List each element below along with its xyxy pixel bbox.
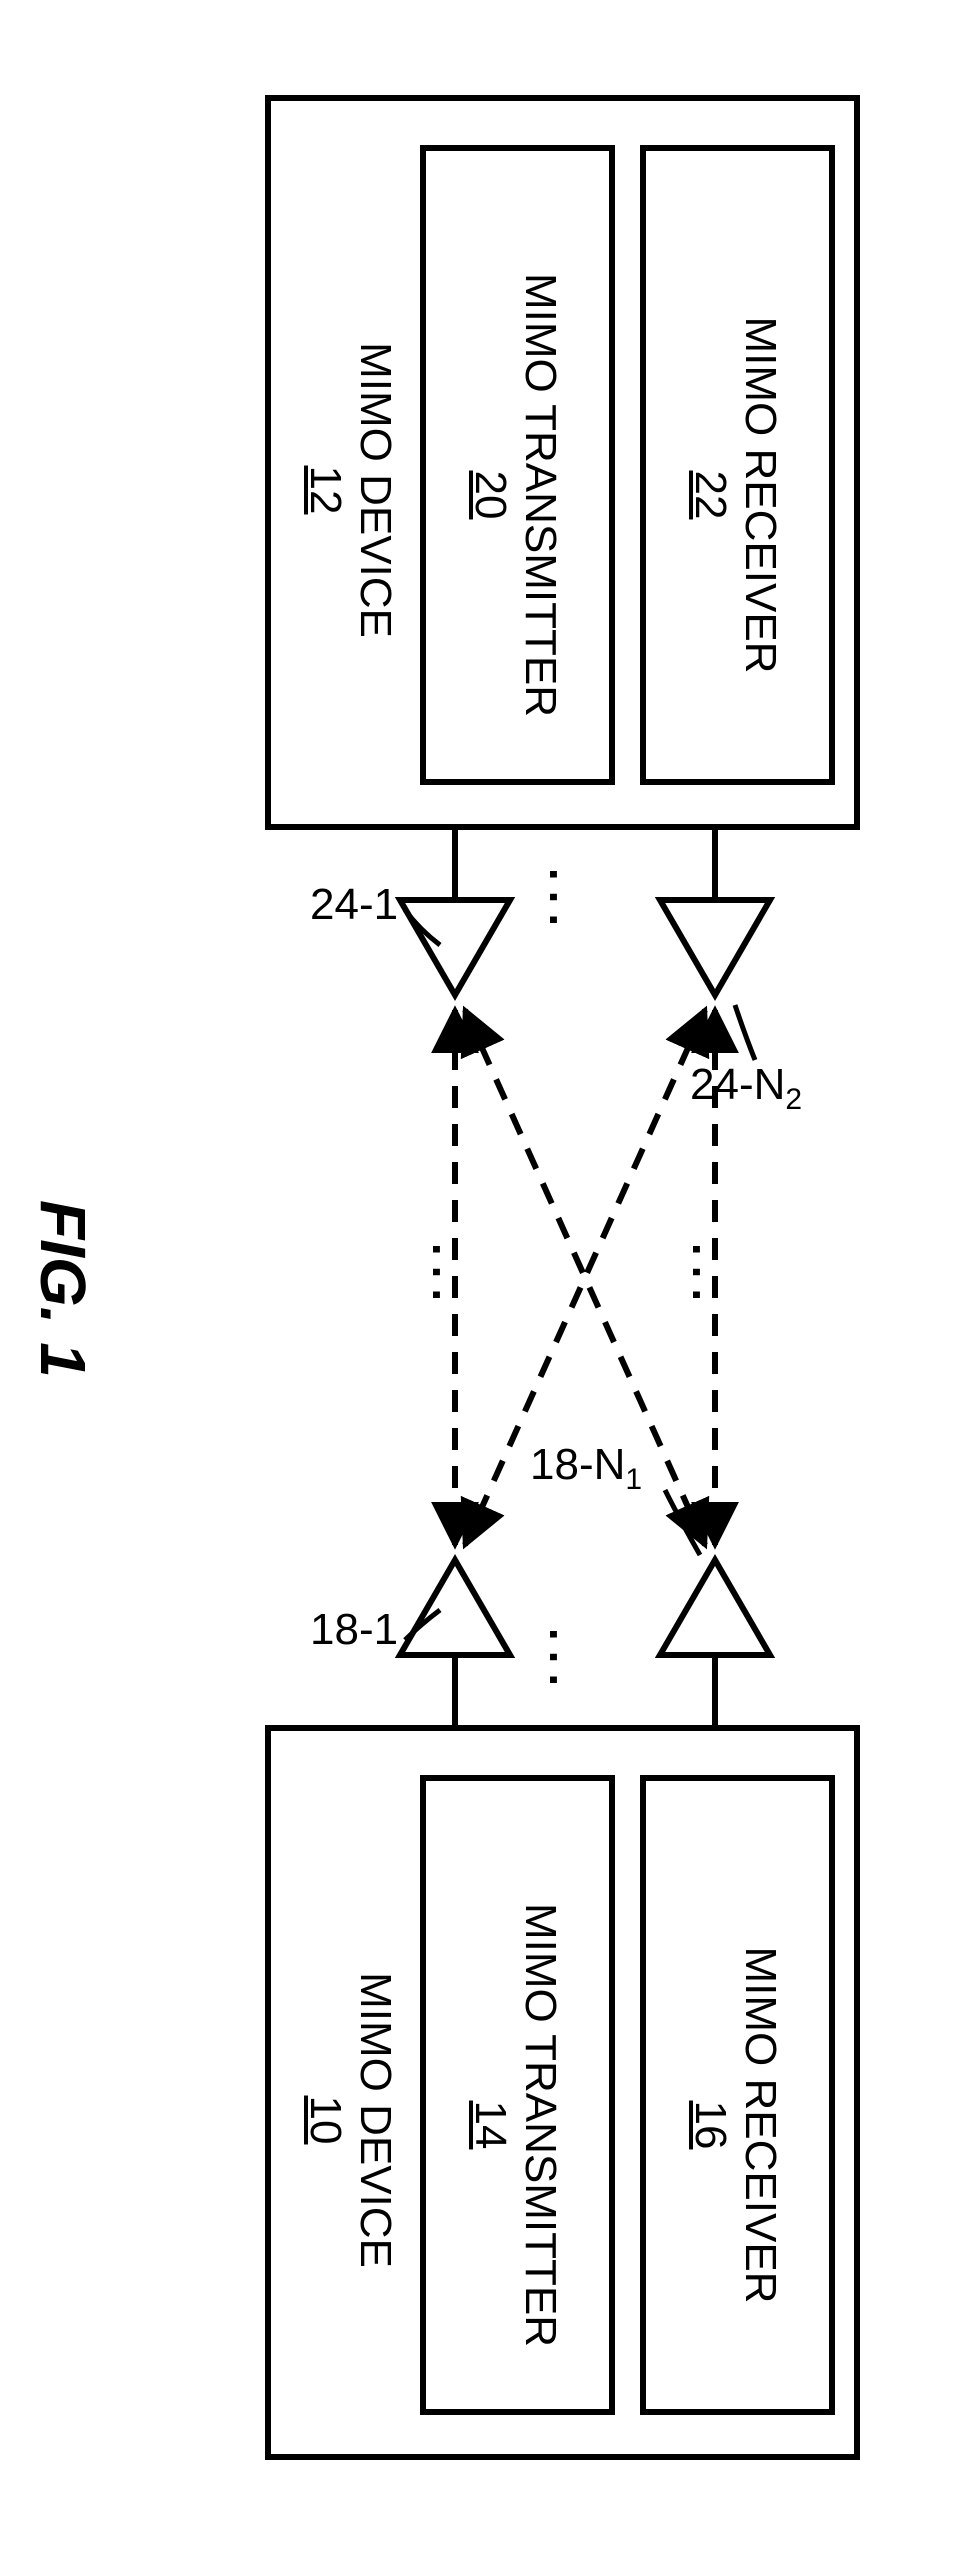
rx-22-label: MIMO RECEIVER 22 bbox=[685, 295, 785, 695]
ellipsis-channel-right: ... bbox=[682, 1243, 736, 1311]
figure-number: FIG. 1 bbox=[26, 1200, 100, 1378]
antenna-18-n1-icon bbox=[660, 1560, 770, 1655]
ellipsis-bottom-antennas: ... bbox=[539, 1628, 593, 1696]
antenna-label-18-1: 18-1 bbox=[310, 1605, 398, 1655]
ellipsis-top-antennas: ... bbox=[539, 868, 593, 936]
rx-16-label: MIMO RECEIVER 16 bbox=[685, 1925, 785, 2325]
antenna-label-18-n1: 18-N1 bbox=[530, 1440, 642, 1497]
antenna-24-1-icon bbox=[400, 900, 510, 995]
tx-14-label: MIMO TRANSMITTER 14 bbox=[465, 1885, 565, 2365]
antenna-24-n2-icon bbox=[660, 900, 770, 995]
figure-canvas: MIMO DEVICE 12 MIMO TRANSMITTER 20 MIMO … bbox=[0, 0, 965, 2558]
tx-20-label: MIMO TRANSMITTER 20 bbox=[465, 255, 565, 735]
device-12-title: MIMO DEVICE 12 bbox=[300, 310, 400, 670]
device-10-title: MIMO DEVICE 10 bbox=[300, 1940, 400, 2300]
antenna-label-24-1: 24-1 bbox=[310, 880, 398, 930]
ellipsis-channel-left: ... bbox=[422, 1243, 476, 1311]
antenna-18-1-icon bbox=[400, 1560, 510, 1655]
antenna-label-24-n2: 24-N2 bbox=[690, 1060, 802, 1117]
